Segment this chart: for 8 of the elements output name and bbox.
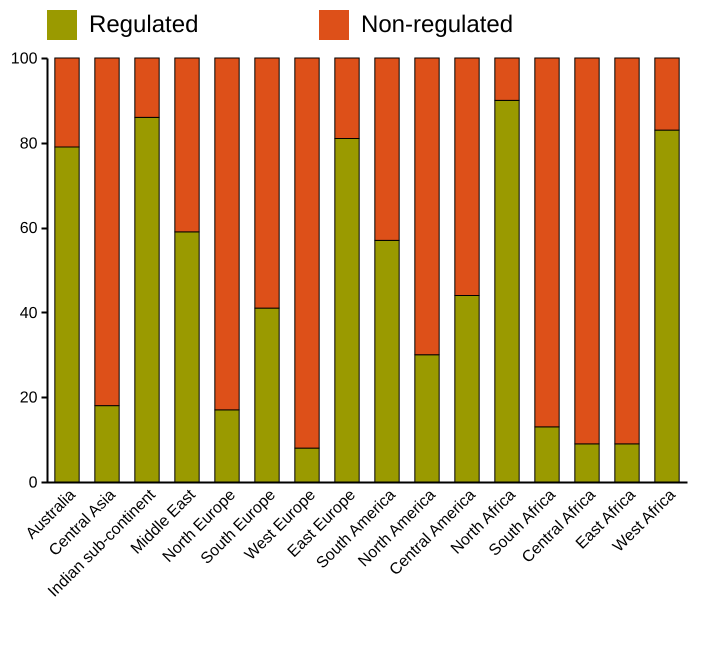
y-tick-label: 0 [28,474,38,492]
legend-label: Regulated [89,11,198,38]
y-tick-label: 100 [10,50,38,68]
y-tick-label: 80 [20,135,38,152]
legend-label: Non-regulated [361,11,514,38]
y-tick-label: 20 [20,390,38,407]
y-tick-label: 40 [20,304,38,322]
y-tick-label: 60 [20,220,38,238]
